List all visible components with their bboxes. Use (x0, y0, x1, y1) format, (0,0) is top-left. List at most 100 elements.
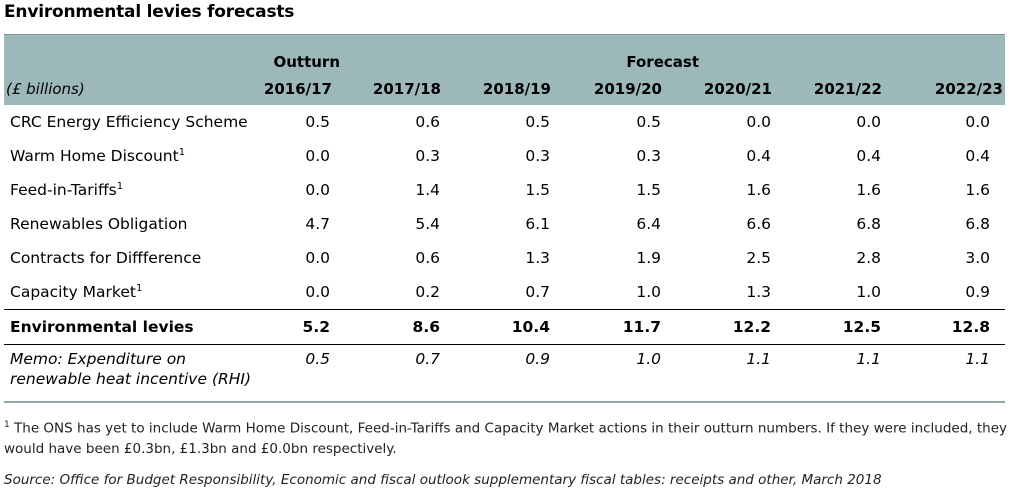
table-cell: 2.8 (856, 249, 881, 267)
table-cell: 12.2 (732, 318, 771, 336)
column-header: 2016/17 (263, 80, 332, 98)
table-cell: 1.9 (636, 249, 661, 267)
table-cell: 11.7 (622, 318, 661, 336)
table-cell: 0.3 (415, 147, 440, 165)
row-label-text: Capacity Market (10, 283, 136, 302)
table-row: CRC Energy Efficiency Scheme 0.5 0.6 0.5 0.5… (4, 105, 1005, 139)
table-row: Contracts for Diffference 0.0 0.6 1.3 1.9 2.5… (4, 241, 1005, 275)
memo-row: Memo: Expenditure on renewable heat incen… (4, 345, 1005, 403)
table-cell: 1.0 (636, 350, 661, 368)
row-label: CRC Energy Efficiency Scheme (10, 113, 248, 131)
table-cell: 0.5 (636, 113, 661, 131)
total-label: Environmental levies (10, 318, 194, 336)
table-cell: 0.4 (856, 147, 881, 165)
footnote-marker: 1 (4, 420, 10, 430)
total-row: Environmental levies 5.2 8.6 10.4 11.7 12.2 1… (4, 309, 1005, 345)
table-cell: 1.3 (525, 249, 550, 267)
table-cell: 0.5 (305, 113, 330, 131)
table-cell: 6.1 (525, 215, 550, 233)
table-cell: 6.6 (746, 215, 771, 233)
column-header: 2018/19 (482, 80, 551, 98)
table-cell: 0.4 (746, 147, 771, 165)
memo-label: Memo: Expenditure on renewable heat incen… (10, 349, 251, 389)
forecast-group-header: Forecast (626, 53, 699, 71)
table-cell: 0.0 (965, 113, 990, 131)
table-cell: 0.6 (415, 113, 440, 131)
table-cell: 1.0 (856, 283, 881, 301)
units-label: (£ billions) (6, 80, 85, 98)
table-cell: 0.5 (305, 350, 330, 368)
footnote: 1 The ONS has yet to include Warm Home D… (4, 415, 1014, 459)
column-header: 2020/21 (703, 80, 772, 98)
footnote-ref: 1 (135, 283, 143, 294)
table-cell: 1.6 (856, 181, 881, 199)
row-label: Capacity Market1 (10, 283, 142, 301)
table-cell: 0.9 (525, 350, 550, 368)
table-cell: 1.0 (636, 283, 661, 301)
table-cell: 0.0 (305, 147, 330, 165)
table-cell: 1.6 (965, 181, 990, 199)
row-label-text: Renewables Obligation (10, 215, 188, 233)
table-cell: 1.5 (636, 181, 661, 199)
footnote-ref: 1 (116, 181, 124, 192)
table-cell: 0.0 (305, 181, 330, 199)
row-label: Warm Home Discount1 (10, 147, 185, 165)
row-label-text: CRC Energy Efficiency Scheme (10, 113, 248, 131)
table-cell: 0.6 (415, 249, 440, 267)
row-label-text: Warm Home Discount (10, 147, 179, 166)
table-cell: 1.1 (746, 350, 771, 368)
table-cell: 0.7 (525, 283, 550, 301)
table-cell: 0.2 (415, 283, 440, 301)
footnote-ref: 1 (178, 147, 186, 158)
table-cell: 12.8 (951, 318, 990, 336)
row-label: Renewables Obligation (10, 215, 188, 233)
table-cell: 0.9 (965, 283, 990, 301)
table-cell: 1.1 (965, 350, 990, 368)
source-note: Source: Office for Budget Responsibility… (4, 472, 882, 488)
table-cell: 0.3 (525, 147, 550, 165)
table-cell: 4.7 (305, 215, 330, 233)
levies-table: Outturn Forecast (£ billions) 2016/17 201… (4, 34, 1005, 403)
table-cell: 1.5 (525, 181, 550, 199)
table-cell: 12.5 (842, 318, 881, 336)
table-cell: 0.5 (525, 113, 550, 131)
table-cell: 0.3 (636, 147, 661, 165)
column-header: 2019/20 (593, 80, 662, 98)
table-cell: 2.5 (746, 249, 771, 267)
table-cell: 0.0 (305, 249, 330, 267)
table-cell: 10.4 (511, 318, 550, 336)
row-label-text: Contracts for Diffference (10, 249, 202, 267)
table-cell: 3.0 (965, 249, 990, 267)
table-title: Environmental levies forecasts (4, 2, 295, 22)
table-cell: 5.2 (302, 318, 330, 336)
table-cell: 1.6 (746, 181, 771, 199)
table-cell: 0.0 (856, 113, 881, 131)
table-cell: 0.0 (746, 113, 771, 131)
row-label-text: Feed-in-Tariffs (10, 181, 117, 200)
column-header: 2022/23 (934, 80, 1003, 98)
memo-label-line2: renewable heat incentive (RHI) (10, 370, 252, 388)
table-cell: 6.4 (636, 215, 661, 233)
column-header: 2017/18 (372, 80, 441, 98)
column-header: 2021/22 (813, 80, 882, 98)
row-label: Contracts for Diffference (10, 249, 201, 267)
row-label: Feed-in-Tariffs1 (10, 181, 123, 199)
table-cell: 8.6 (412, 318, 440, 336)
table-body: CRC Energy Efficiency Scheme 0.5 0.6 0.5 0.5… (4, 105, 1005, 309)
table-cell: 5.4 (415, 215, 440, 233)
table-cell: 6.8 (856, 215, 881, 233)
memo-label-line1: Memo: Expenditure on (10, 350, 186, 368)
table-row: Capacity Market1 0.0 0.2 0.7 1.0 1.3 1.0 0.9 (4, 275, 1005, 309)
table-row: Warm Home Discount1 0.0 0.3 0.3 0.3 0.4 0.4 0.4 (4, 139, 1005, 173)
table-cell: 0.7 (415, 350, 440, 368)
table-cell: 1.1 (856, 350, 881, 368)
footnote-text: The ONS has yet to include Warm Home Dis… (4, 420, 1008, 457)
table-cell: 6.8 (965, 215, 990, 233)
outturn-group-header: Outturn (273, 53, 340, 71)
table-row: Renewables Obligation 4.7 5.4 6.1 6.4 6.6 6.8 6… (4, 207, 1005, 241)
table-cell: 0.0 (305, 283, 330, 301)
table-header: Outturn Forecast (£ billions) 2016/17 201… (4, 34, 1005, 105)
table-cell: 0.4 (965, 147, 990, 165)
table-cell: 1.3 (746, 283, 771, 301)
table-row: Feed-in-Tariffs1 0.0 1.4 1.5 1.5 1.6 1.6 1.6 (4, 173, 1005, 207)
